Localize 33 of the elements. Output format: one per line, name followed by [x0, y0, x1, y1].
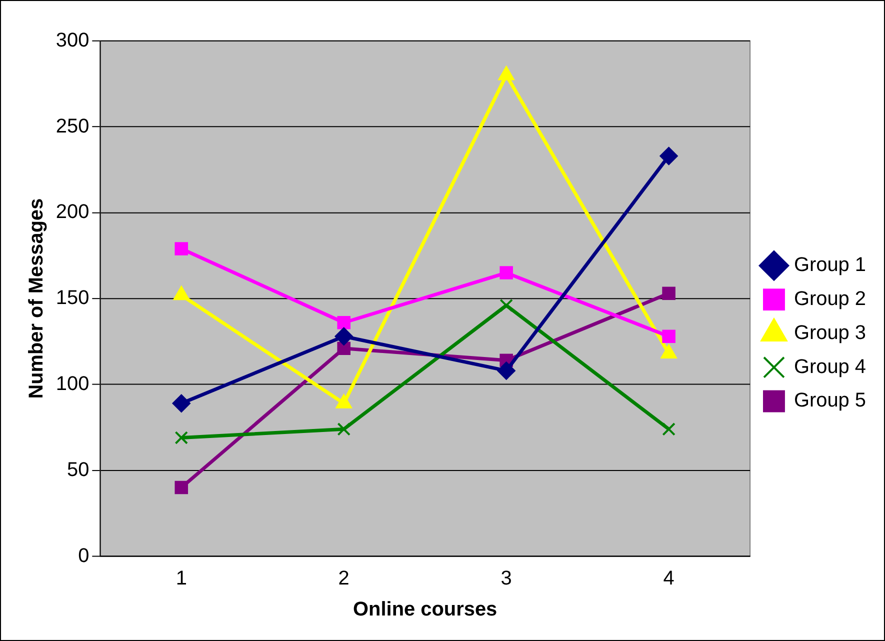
point [662, 422, 676, 436]
point [174, 480, 188, 494]
point [500, 266, 513, 280]
x-tick-label: 4 [663, 568, 674, 590]
x-tick-label: 1 [176, 568, 187, 590]
point [662, 330, 676, 344]
x-tick-label: 2 [338, 568, 350, 590]
point [334, 327, 353, 346]
point [497, 362, 516, 380]
point [174, 242, 188, 256]
y-tick-label: 200 [56, 201, 90, 224]
legend-label: Group 4 [794, 356, 866, 378]
y-tick-label: 150 [56, 287, 90, 310]
y-tick-label: 300 [56, 29, 90, 52]
point [337, 342, 350, 356]
x-tick-label: 3 [500, 568, 512, 590]
x-axis-title: Online courses [353, 598, 498, 621]
point [662, 286, 676, 300]
legend-label: Group 3 [794, 322, 866, 344]
legend-label: Group 5 [794, 390, 866, 412]
legend-label: Group 2 [794, 288, 866, 310]
point [500, 298, 513, 312]
y-tick-label: 250 [56, 115, 90, 138]
point [337, 316, 350, 330]
point [172, 394, 190, 412]
y-tick-label: 50 [66, 458, 90, 481]
y-tick-label: 100 [56, 372, 90, 395]
point [337, 422, 350, 436]
legend-label: Group 1 [794, 254, 866, 276]
y-tick-label: 0 [78, 544, 90, 567]
y-axis-title: Number of Messages [25, 198, 48, 399]
point [660, 147, 678, 165]
point [174, 431, 188, 444]
